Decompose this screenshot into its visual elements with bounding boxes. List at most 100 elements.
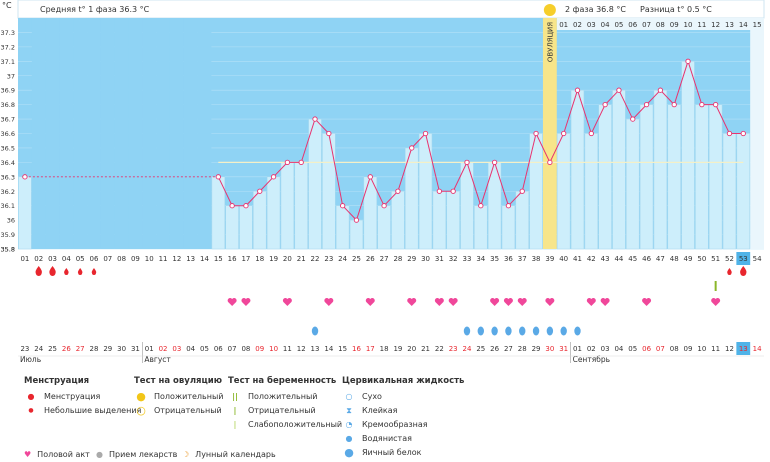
- phase1-avg-text: Средняя t° 1 фаза 36.3 °C: [40, 5, 150, 14]
- date-label: 25: [48, 345, 57, 353]
- heart-icon: [545, 298, 555, 306]
- temperature-bar: [557, 133, 571, 250]
- light-drop-icon: [727, 268, 732, 275]
- y-tick-label: 36: [7, 217, 15, 225]
- moon-icon: ☽: [182, 450, 190, 459]
- egg-white-icon: [463, 326, 471, 336]
- faint-bar-icon: |: [233, 420, 237, 429]
- egg-white-icon: [311, 326, 319, 336]
- date-label: 26: [490, 345, 499, 353]
- cycle-day-label: 27: [380, 255, 389, 263]
- heart-icon: [241, 298, 251, 306]
- egg-white-icon: [574, 326, 581, 336]
- temperature-point: [699, 101, 705, 108]
- date-label: 15: [338, 345, 347, 353]
- date-label: 11: [283, 345, 292, 353]
- temperature-bar: [626, 118, 640, 250]
- temperature-bar: [18, 176, 32, 250]
- temperature-point: [243, 203, 249, 209]
- top-day-label: 01: [559, 21, 568, 29]
- top-day-label: 09: [670, 21, 679, 29]
- y-tick-label: 36.2: [1, 188, 15, 196]
- temperature-point: [505, 203, 512, 209]
- temperature-bar: [736, 133, 750, 250]
- cycle-day-label: 29: [407, 255, 416, 263]
- temperature-point: [22, 174, 28, 180]
- temperature-point: [339, 203, 346, 209]
- heart-icon: ♥: [24, 450, 32, 459]
- y-tick-label: 37.3: [1, 29, 15, 37]
- y-tick-label: 35.8: [1, 246, 15, 254]
- egg-white-icon: [519, 326, 526, 336]
- date-label: 08: [670, 345, 679, 353]
- cycle-day-label: 26: [366, 255, 375, 263]
- date-label: 14: [753, 345, 762, 353]
- temperature-point: [381, 203, 387, 209]
- temperature-bar: [474, 205, 488, 250]
- sun-filled-icon: ●: [136, 390, 146, 403]
- cycle-day-label: 01: [20, 255, 29, 263]
- temperature-point: [409, 145, 415, 151]
- drop-icon: ●: [27, 392, 35, 401]
- temperature-bar: [667, 104, 681, 250]
- cycle-day-label: 40: [559, 255, 568, 263]
- top-day-label: 05: [614, 21, 623, 29]
- cycle-day-label: 21: [297, 255, 306, 263]
- temperature-point: [643, 101, 650, 108]
- light-drop-icon: [64, 268, 69, 275]
- temperature-point: [685, 58, 691, 64]
- temperature-point: [312, 116, 318, 122]
- temp-diff-text: Разница t° 0.5 °C: [640, 5, 712, 14]
- date-label: 28: [518, 345, 527, 353]
- menstruation-drop-icon: [740, 266, 747, 276]
- date-label: 06: [214, 345, 223, 353]
- temperature-bar: [681, 61, 695, 250]
- date-label: 23: [449, 345, 458, 353]
- empty-day: [45, 18, 60, 249]
- temperature-point: [422, 130, 429, 137]
- date-label: 11: [711, 345, 720, 353]
- sun-empty-icon: ○: [136, 404, 146, 417]
- temperature-bar: [391, 191, 405, 250]
- cycle-day-label: 23: [324, 255, 333, 263]
- temperature-point: [740, 130, 746, 137]
- cycle-day-label: 47: [656, 255, 665, 263]
- cycle-day-label: 24: [338, 255, 347, 263]
- empty-day: [59, 18, 74, 249]
- temperature-bar: [266, 176, 281, 250]
- date-label: 17: [366, 345, 375, 353]
- date-label: 08: [241, 345, 250, 353]
- empty-day: [31, 18, 46, 249]
- temperature-point: [284, 159, 291, 166]
- month-label: Июль: [20, 355, 41, 364]
- temperature-bar: [308, 118, 322, 250]
- cycle-day-label: 30: [421, 255, 430, 263]
- cycle-day-label: 13: [186, 255, 195, 263]
- date-label: 05: [200, 345, 209, 353]
- cycle-day-label: 03: [48, 255, 57, 263]
- y-tick-label: 36.1: [1, 202, 15, 210]
- date-label: 12: [297, 345, 306, 353]
- cycle-day-label: 18: [255, 255, 264, 263]
- empty-day: [183, 18, 198, 249]
- today-marker: [736, 252, 751, 265]
- cycle-day-label: 08: [117, 255, 126, 263]
- temperature-point: [588, 130, 594, 137]
- top-day-label: 02: [573, 21, 582, 29]
- temperature-bar: [722, 133, 737, 250]
- temperature-point: [229, 203, 235, 209]
- y-tick-label: 36.8: [1, 101, 15, 109]
- top-day-label: 10: [684, 21, 693, 29]
- empty-day: [73, 18, 88, 249]
- cycle-day-label: 34: [476, 255, 485, 263]
- legend-medication: ● Прием лекарств: [96, 450, 178, 459]
- cycle-day-label: 07: [103, 255, 112, 263]
- heart-icon: [642, 298, 652, 306]
- temperature-point: [257, 188, 263, 194]
- empty-day: [156, 18, 170, 249]
- temperature-bar: [363, 176, 377, 250]
- legend-intercourse: ♥ Половой акт: [24, 450, 90, 459]
- temperature-bar: [322, 133, 336, 250]
- temperature-point: [561, 130, 567, 137]
- date-label: 07: [228, 345, 237, 353]
